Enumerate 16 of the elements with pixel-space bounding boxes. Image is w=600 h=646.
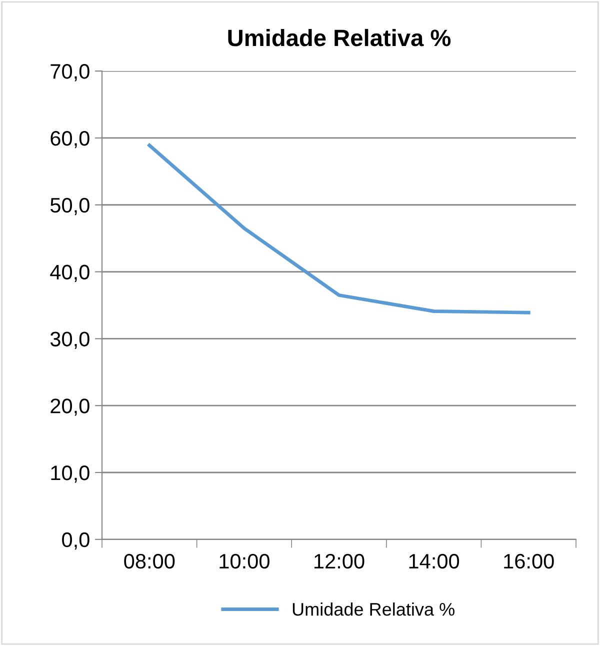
chart-title: Umidade Relativa %	[228, 28, 451, 46]
x-tick-label: 16:00	[504, 554, 554, 569]
y-tick-label: 20,0	[50, 398, 90, 416]
line-series	[148, 144, 530, 314]
y-tick-label: 40,0	[50, 264, 90, 282]
x-tick-label: 12:00	[314, 554, 364, 569]
y-tick-label: 60,0	[50, 130, 90, 148]
legend-label: Umidade Relativa %	[292, 602, 454, 616]
y-tick-label: 10,0	[51, 466, 90, 483]
y-tick-label: 30,0	[50, 332, 90, 349]
y-tick-label: 70,0	[50, 64, 90, 82]
x-tick-label: 10:00	[220, 554, 270, 569]
y-tick-label: 0,0	[62, 532, 90, 550]
x-tick-label: 08:00	[124, 554, 175, 569]
x-tick-label: 14:00	[409, 554, 460, 569]
y-tick-label: 50,0	[50, 198, 90, 216]
